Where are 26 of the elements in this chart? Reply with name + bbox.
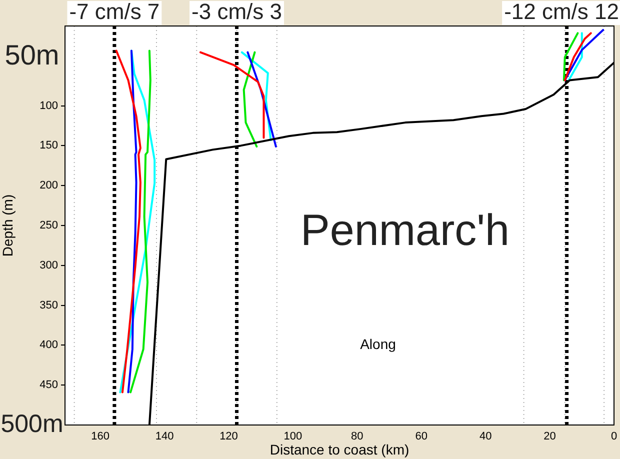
- x-tick-label: 40: [479, 430, 492, 443]
- y-tick-label: 150: [40, 140, 58, 152]
- y-tick-label: 400: [40, 339, 58, 352]
- x-tick-label: 0: [610, 430, 618, 443]
- ref-line-label: -3 cm/s 3: [192, 0, 282, 24]
- x-tick-label: 160: [91, 430, 110, 443]
- x-tick-label: 140: [155, 430, 174, 443]
- x-tick-label: 100: [284, 430, 302, 443]
- y-tick-label: 250: [40, 220, 58, 232]
- y-tick-label: 200: [40, 180, 58, 192]
- y-axis-title: Depth (m): [0, 194, 16, 257]
- y-tick-label: 350: [40, 299, 58, 312]
- y-tick-label: 300: [40, 259, 58, 272]
- y-tick-label: 450: [40, 379, 58, 392]
- x-tick-label: 80: [351, 430, 364, 443]
- x-tick-label: 120: [220, 430, 238, 443]
- x-axis-title: Distance to coast (km): [270, 441, 410, 458]
- text: 500m: [0, 410, 64, 438]
- y-tick-label: 100: [40, 100, 58, 112]
- x-tick-label: 60: [415, 430, 428, 443]
- ref-line-label: -12 cm/s 12: [504, 0, 620, 24]
- annotation: Penmarc'h: [300, 206, 510, 256]
- annotation: Along: [360, 336, 396, 352]
- x-tick-label: 20: [544, 430, 556, 443]
- text: 50m: [4, 40, 60, 71]
- ref-line-label: -7 cm/s 7: [69, 0, 160, 24]
